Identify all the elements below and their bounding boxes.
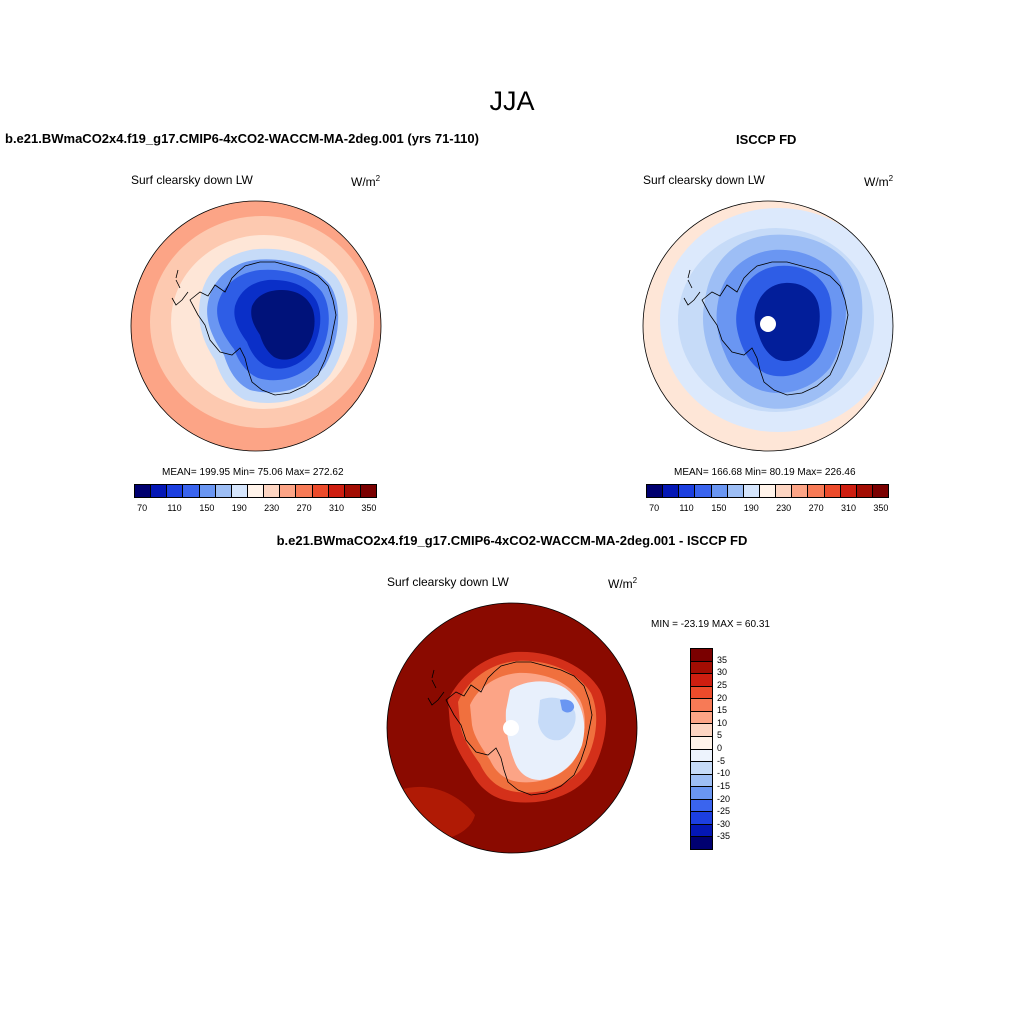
colorbar-tick-label: 110 (167, 503, 182, 513)
model-variable-label: Surf clearsky down LW (131, 173, 253, 187)
colorbar-segment (695, 485, 712, 497)
colorbar-segment (360, 485, 377, 497)
colorbar-segment (312, 485, 329, 497)
colorbar-segment (691, 812, 712, 825)
colorbar-segment (872, 485, 889, 497)
colorbar-segment (691, 799, 712, 813)
model-colorbar (134, 484, 377, 498)
diff-units-label: W/m2 (608, 576, 638, 591)
colorbar-tick-label: -10 (717, 768, 731, 779)
colorbar-segment (167, 485, 184, 497)
colorbar-segment (199, 485, 216, 497)
colorbar-tick-label: 190 (743, 503, 759, 513)
model-panel-title: b.e21.BWmaCO2x4.f19_g17.CMIP6-4xCO2-WACC… (5, 131, 479, 146)
colorbar-tick-label: 70 (649, 503, 660, 513)
diff-panel-title: b.e21.BWmaCO2x4.f19_g17.CMIP6-4xCO2-WACC… (276, 533, 748, 548)
obs-units-label: W/m2 (864, 174, 894, 189)
colorbar-segment (183, 485, 200, 497)
colorbar-segment (691, 824, 712, 838)
colorbar-segment (691, 736, 712, 750)
colorbar-tick-label: 10 (717, 717, 728, 728)
obs-variable-label: Surf clearsky down LW (643, 173, 765, 187)
colorbar-tick-label: 190 (231, 503, 247, 513)
obs-colorbar (646, 484, 889, 498)
colorbar-tick-label: 25 (717, 679, 728, 690)
colorbar-segment (691, 749, 712, 763)
colorbar-segment (727, 485, 744, 497)
colorbar-tick-label: -20 (717, 793, 731, 804)
obs-stats: MEAN= 166.68 Min= 80.19 Max= 226.46 (674, 467, 856, 478)
colorbar-tick-label: -5 (717, 755, 726, 766)
colorbar-segment (759, 485, 777, 497)
colorbar-segment (691, 837, 712, 849)
colorbar-segment (691, 711, 712, 725)
colorbar-tick-label: 150 (711, 503, 727, 513)
colorbar-tick-label: 350 (361, 503, 377, 513)
colorbar-tick-label: 270 (296, 503, 312, 513)
colorbar-segment (691, 762, 712, 775)
colorbar-segment (691, 787, 712, 800)
colorbar-segment (776, 485, 793, 497)
colorbar-tick-label: -35 (717, 831, 731, 842)
colorbar-segment (743, 485, 760, 497)
colorbar-tick-label: 230 (776, 503, 792, 513)
colorbar-tick-label: 310 (840, 503, 857, 513)
diff-variable-label: Surf clearsky down LW (387, 575, 509, 589)
colorbar-segment (328, 485, 345, 497)
colorbar-tick-label: 70 (137, 503, 148, 513)
colorbar-segment (280, 485, 297, 497)
colorbar-tick-label: 310 (328, 503, 345, 513)
colorbar-segment (647, 485, 664, 497)
colorbar-segment (824, 485, 841, 497)
colorbar-segment (691, 724, 712, 737)
colorbar-tick-label: 35 (717, 654, 728, 665)
colorbar-segment (679, 485, 696, 497)
colorbar-segment (808, 485, 825, 497)
colorbar-tick-label: -25 (717, 806, 731, 817)
colorbar-tick-label: 150 (199, 503, 215, 513)
colorbar-tick-label: 30 (717, 667, 728, 678)
model-stats: MEAN= 199.95 Min= 75.06 Max= 272.62 (162, 467, 344, 478)
colorbar-segment (792, 485, 809, 497)
diff-stats: MIN = -23.19 MAX = 60.31 (651, 619, 770, 630)
colorbar-tick-label: -30 (717, 818, 731, 829)
colorbar-segment (711, 485, 728, 497)
colorbar-tick-label: 350 (873, 503, 889, 513)
colorbar-segment (296, 485, 313, 497)
model-units-label: W/m2 (351, 174, 381, 189)
colorbar-segment (691, 649, 712, 662)
colorbar-segment (691, 661, 712, 675)
colorbar-segment (663, 485, 680, 497)
colorbar-tick-label: -15 (717, 780, 731, 791)
colorbar-segment (135, 485, 152, 497)
colorbar-segment (691, 774, 712, 788)
colorbar-segment (151, 485, 168, 497)
colorbar-tick-label: 0 (717, 743, 723, 753)
figure-title: JJA (489, 86, 535, 116)
colorbar-segment (231, 485, 248, 497)
colorbar-tick-label: 15 (717, 705, 728, 716)
obs-map (643, 201, 893, 451)
colorbar-segment (344, 485, 361, 497)
colorbar-segment (691, 699, 712, 712)
colorbar-tick-label: 20 (717, 692, 728, 703)
diff-colorbar (690, 648, 713, 850)
colorbar-tick-label: 270 (808, 503, 824, 513)
colorbar-segment (840, 485, 857, 497)
colorbar-tick-label: 230 (264, 503, 280, 513)
colorbar-segment (856, 485, 873, 497)
diff-map (387, 603, 637, 853)
model-map (131, 201, 381, 451)
colorbar-segment (691, 686, 712, 700)
obs-panel-title: ISCCP FD (736, 132, 797, 147)
colorbar-segment (247, 485, 265, 497)
colorbar-segment (264, 485, 281, 497)
colorbar-tick-label: 5 (717, 730, 723, 741)
colorbar-tick-label: 110 (679, 503, 694, 513)
colorbar-segment (691, 674, 712, 687)
colorbar-segment (215, 485, 232, 497)
